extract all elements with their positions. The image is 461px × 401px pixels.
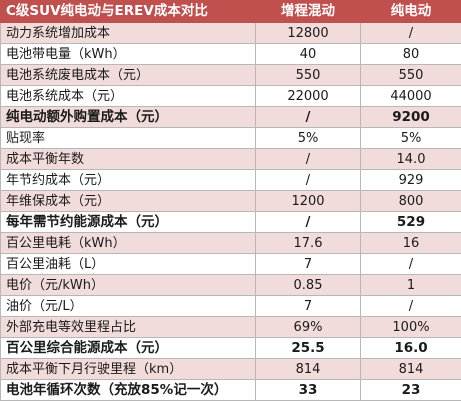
erev-value-cell: 69% <box>255 316 361 338</box>
erev-value-cell: 1200 <box>255 190 361 212</box>
erev-value-cell: 40 <box>255 43 361 65</box>
bev-value-cell: 23 <box>360 379 461 401</box>
row-label: 外部充电等效里程占比 <box>0 316 256 338</box>
table-row: 成本平衡下月行驶里程（km） 814 814 <box>0 358 461 380</box>
erev-value-cell: 33 <box>255 379 361 401</box>
row-label: 动力系统增加成本 <box>0 22 256 44</box>
bev-value-cell: 16 <box>360 232 461 254</box>
table-row: 百公里电耗（kWh） 17.6 16 <box>0 232 461 254</box>
row-label: 年节约成本（元） <box>0 169 256 191</box>
row-label: 每年需节约能源成本（元） <box>0 211 256 233</box>
erev-value-cell: / <box>255 148 361 170</box>
table-row: 油价（元/L） 7/ <box>0 295 461 317</box>
table-row: 动力系统增加成本 12800/ <box>0 22 461 44</box>
bev-value-cell: 100% <box>360 316 461 338</box>
row-label: 成本平衡下月行驶里程（km） <box>0 358 256 380</box>
table-row: 电池带电量（kWh） 40 80 <box>0 43 461 65</box>
table-row: 年维保成本（元） 1200 800 <box>0 190 461 212</box>
row-label: 电价（元/kWh） <box>0 274 256 296</box>
erev-value-cell: / <box>255 211 361 233</box>
bev-value-cell: 44000 <box>360 85 461 107</box>
table-row: 百公里油耗（L） 7/ <box>0 253 461 275</box>
bev-value-cell: / <box>360 22 461 44</box>
bev-value-cell: / <box>360 253 461 275</box>
row-label: 电池带电量（kWh） <box>0 43 256 65</box>
erev-value-cell: 0.85 <box>255 274 361 296</box>
table-row: 年节约成本（元）/929 <box>0 169 461 191</box>
bev-value-cell: / <box>360 295 461 317</box>
row-label: 百公里电耗（kWh） <box>0 232 256 254</box>
bev-value-cell: 80 <box>360 43 461 65</box>
table-row: 电池系统成本（元） 22000 44000 <box>0 85 461 107</box>
row-label: 纯电动额外购置成本（元） <box>0 106 256 128</box>
bev-value-cell: 1 <box>360 274 461 296</box>
column-header-erev: 增程混动 <box>255 0 361 23</box>
erev-value-cell: 7 <box>255 253 361 275</box>
table-row: 成本平衡年数/14.0 <box>0 148 461 170</box>
row-label: 电池年循环次数（充放85%记一次） <box>0 379 256 401</box>
row-label: 电池系统废电成本（元） <box>0 64 256 86</box>
erev-value-cell: 5% <box>255 127 361 149</box>
table-row: 贴现率 5% 5% <box>0 127 461 149</box>
erev-value-cell: / <box>255 169 361 191</box>
bev-value-cell: 9200 <box>360 106 461 128</box>
erev-value-cell: 12800 <box>255 22 361 44</box>
table-row: 纯电动额外购置成本（元）/9200 <box>0 106 461 128</box>
table-row: 电价（元/kWh） 0.85 1 <box>0 274 461 296</box>
bev-value-cell: 529 <box>360 211 461 233</box>
bev-value-cell: 5% <box>360 127 461 149</box>
bev-value-cell: 929 <box>360 169 461 191</box>
bev-value-cell: 800 <box>360 190 461 212</box>
bev-value-cell: 16.0 <box>360 337 461 359</box>
table-row: 电池年循环次数（充放85%记一次） 33 23 <box>0 379 461 401</box>
row-label: 贴现率 <box>0 127 256 149</box>
erev-value-cell: 814 <box>255 358 361 380</box>
table-row: 电池系统废电成本（元） 550 550 <box>0 64 461 86</box>
row-label: 油价（元/L） <box>0 295 256 317</box>
bev-value-cell: 14.0 <box>360 148 461 170</box>
row-label: 百公里油耗（L） <box>0 253 256 275</box>
erev-value-cell: 17.6 <box>255 232 361 254</box>
erev-value-cell: 550 <box>255 64 361 86</box>
row-label: 电池系统成本（元） <box>0 85 256 107</box>
row-label: 年维保成本（元） <box>0 190 256 212</box>
erev-value-cell: 7 <box>255 295 361 317</box>
bev-value-cell: 814 <box>360 358 461 380</box>
row-label: 成本平衡年数 <box>0 148 256 170</box>
erev-value-cell: 22000 <box>255 85 361 107</box>
table-row: 百公里综合能源成本（元） 25.5 16.0 <box>0 337 461 359</box>
table-row: 每年需节约能源成本（元）/529 <box>0 211 461 233</box>
table-row: 外部充电等效里程占比 69% 100% <box>0 316 461 338</box>
erev-value-cell: / <box>255 106 361 128</box>
table-header-row: C级SUV纯电动与EREV成本对比 增程混动 纯电动 <box>0 0 461 23</box>
table-title: C级SUV纯电动与EREV成本对比 <box>0 0 256 23</box>
erev-value-cell: 25.5 <box>255 337 361 359</box>
column-header-bev: 纯电动 <box>360 0 461 23</box>
row-label: 百公里综合能源成本（元） <box>0 337 256 359</box>
bev-value-cell: 550 <box>360 64 461 86</box>
